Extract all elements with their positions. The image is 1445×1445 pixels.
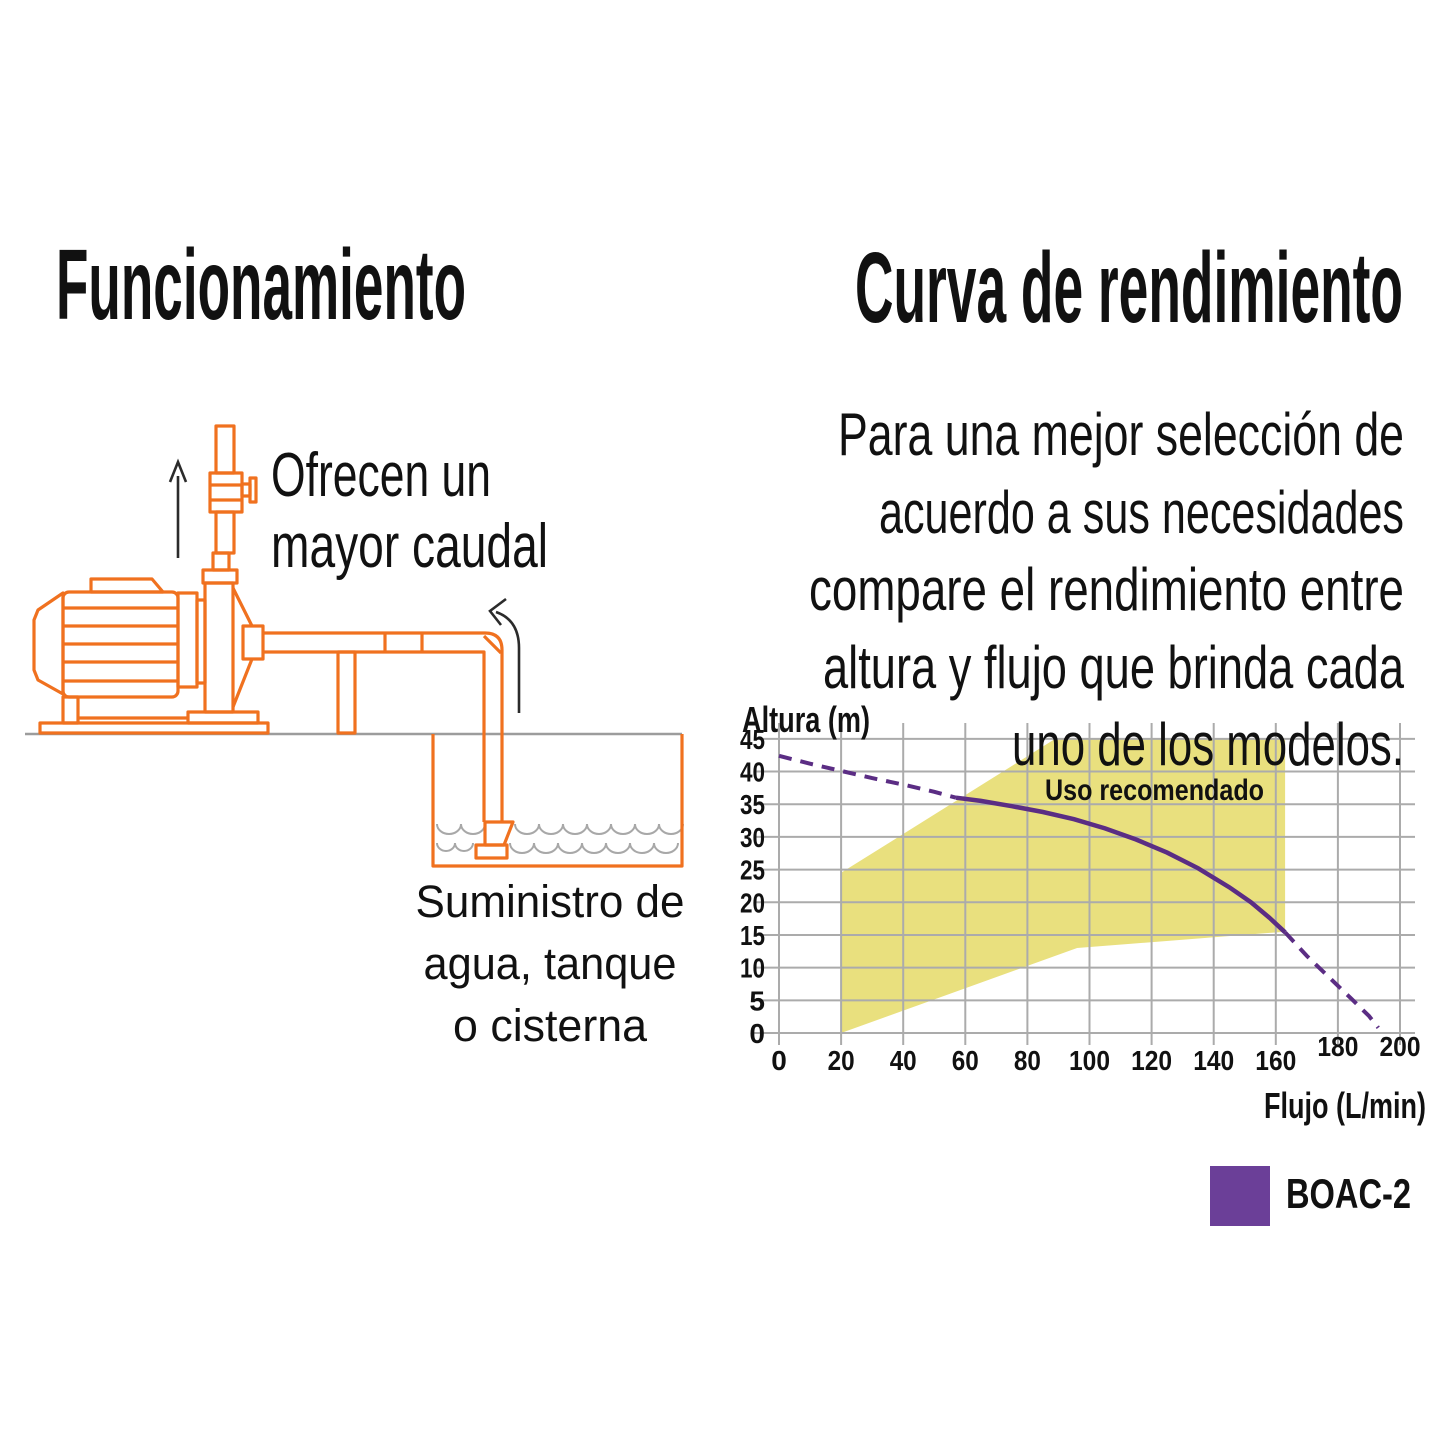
performance-curve-BOAC-2	[1283, 930, 1380, 1030]
wave-row1-right	[514, 823, 684, 835]
description-line2: acuerdo a sus necesidades	[879, 479, 1404, 546]
legend-model-label: BOAC-2	[1286, 1170, 1411, 1217]
water-tank	[431, 734, 684, 868]
y-tick-label: 0	[749, 1018, 765, 1049]
y-tick-label: 45	[740, 724, 765, 755]
x-tick-label: 180	[1317, 1031, 1358, 1062]
left-section-title: Funcionamiento	[56, 229, 466, 341]
tank-label-line1: Suministro de	[416, 876, 685, 927]
x-tick-label: 60	[952, 1045, 979, 1076]
motor-top-box	[89, 577, 165, 594]
pump-column	[203, 581, 235, 714]
coupling-plate	[176, 591, 199, 689]
recommended-region	[841, 738, 1286, 1033]
x-axis-title: Flujo (L/min)	[1264, 1085, 1426, 1126]
y-tick-label: 5	[749, 985, 765, 1016]
annotation-arrows	[168, 458, 521, 713]
y-tick-label: 35	[740, 789, 765, 820]
elbow-miter	[482, 634, 503, 655]
column-cap	[201, 568, 239, 585]
pump-diagram	[32, 424, 684, 868]
description-line5: uno de los modelos.	[1012, 711, 1404, 778]
y-axis-title: Altura (m)	[742, 699, 870, 740]
water-waves	[436, 823, 684, 854]
wave-row2-right	[509, 842, 679, 854]
x-tick-label: 200	[1380, 1031, 1421, 1062]
up-arrow-icon	[168, 458, 188, 558]
volute-bottom-slant	[231, 658, 254, 708]
base-plate	[38, 721, 270, 735]
description-line3: compare el rendimiento entre	[809, 556, 1404, 623]
text-layer: Funcionamiento Curva de rendimiento Ofre…	[56, 229, 1426, 1126]
wave-row2-left	[436, 842, 474, 852]
suction-pipe-outer	[263, 631, 504, 822]
foot-valve-strainer	[474, 843, 509, 860]
check-valve-body	[208, 471, 244, 514]
x-tick-label: 0	[771, 1045, 787, 1076]
x-tick-label: 100	[1069, 1045, 1110, 1076]
chart-legend: BOAC-2	[1210, 1166, 1411, 1226]
x-tick-label: 160	[1255, 1045, 1296, 1076]
description-line1: Para una mejor selección de	[838, 401, 1404, 468]
motor-foot	[61, 695, 80, 725]
volute-top-slant	[231, 587, 254, 627]
x-tick-label: 20	[828, 1045, 855, 1076]
foot-valve	[483, 820, 515, 847]
pump-pedestal	[186, 710, 260, 725]
y-tick-label: 40	[740, 757, 765, 788]
motor-ribs	[63, 606, 178, 683]
wave-row1-left	[436, 823, 486, 835]
discharge-stub	[211, 551, 231, 572]
discharge-pipe-upper	[214, 424, 236, 475]
tank-label-line3: o cisterna	[453, 1000, 648, 1051]
intake-arrow-icon	[488, 597, 521, 713]
x-tick-label: 80	[1014, 1045, 1041, 1076]
right-section-title: Curva de rendimiento	[855, 232, 1403, 344]
performance-curve-BOAC-2	[778, 753, 957, 800]
x-tick-label: 120	[1131, 1045, 1172, 1076]
x-tick-label: 40	[890, 1045, 917, 1076]
valve-handle-bar	[248, 476, 258, 504]
pipe-support-leg	[336, 650, 357, 735]
recommended-use-label: Uso recomendado	[1045, 774, 1264, 807]
x-tick-label: 140	[1193, 1045, 1234, 1076]
y-tick-label: 25	[740, 855, 765, 886]
y-tick-label: 15	[740, 920, 765, 951]
motor-end-cap	[32, 591, 65, 696]
y-tick-label: 20	[740, 887, 765, 918]
y-tick-label: 10	[740, 953, 765, 984]
legend-swatch	[1210, 1166, 1270, 1226]
tank-label-line2: agua, tanque	[424, 938, 677, 989]
y-tick-label: 30	[740, 822, 765, 853]
performance-curve-BOAC-2	[955, 795, 1287, 934]
discharge-pipe-lower	[214, 510, 236, 555]
outlet-flange	[241, 624, 265, 661]
performance-chart: 0 20 40 60 80 100 120 140 160 180 2000510152025303…	[740, 723, 1421, 1076]
pump-label-line1: Ofrecen un	[271, 441, 491, 510]
pump-label-line2: mayor caudal	[271, 512, 548, 581]
description-line4: altura y flujo que brinda cada	[823, 634, 1404, 701]
suction-pipe-inner	[263, 650, 486, 822]
